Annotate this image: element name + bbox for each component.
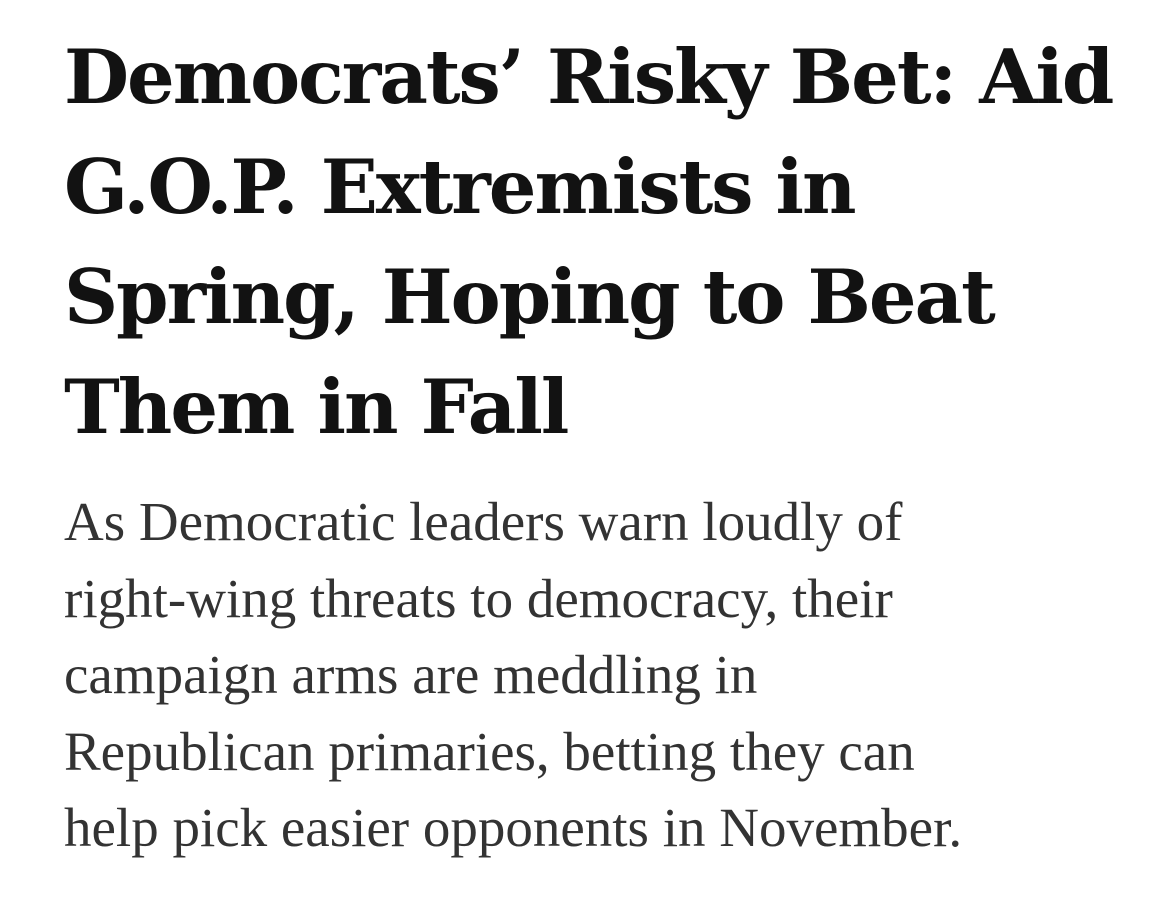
summary-line: As Democratic leaders warn loudly of — [64, 491, 903, 552]
headline-line: Spring, Hoping to Beat — [64, 253, 996, 341]
headline-line: G.O.P. Extremists in — [64, 143, 857, 231]
summary-line: right-wing threats to democracy, their — [64, 567, 893, 629]
headline-line: Them in Fall — [64, 363, 569, 451]
headline-line: Democrats’ Risky Bet: Aid — [64, 33, 1114, 121]
summary-line: campaign arms are meddling in — [64, 644, 758, 705]
headline: Democrats’ Risky Bet: Aid G.O.P. Extremi… — [64, 22, 1144, 462]
article-summary: As Democratic leaders warn loudly of rig… — [64, 484, 1144, 867]
summary-line: Republican primaries, betting they can — [64, 720, 915, 782]
article: Democrats’ Risky Bet: Aid G.O.P. Extremi… — [64, 22, 1144, 867]
summary-line: help pick easier opponents in November. — [64, 797, 963, 858]
